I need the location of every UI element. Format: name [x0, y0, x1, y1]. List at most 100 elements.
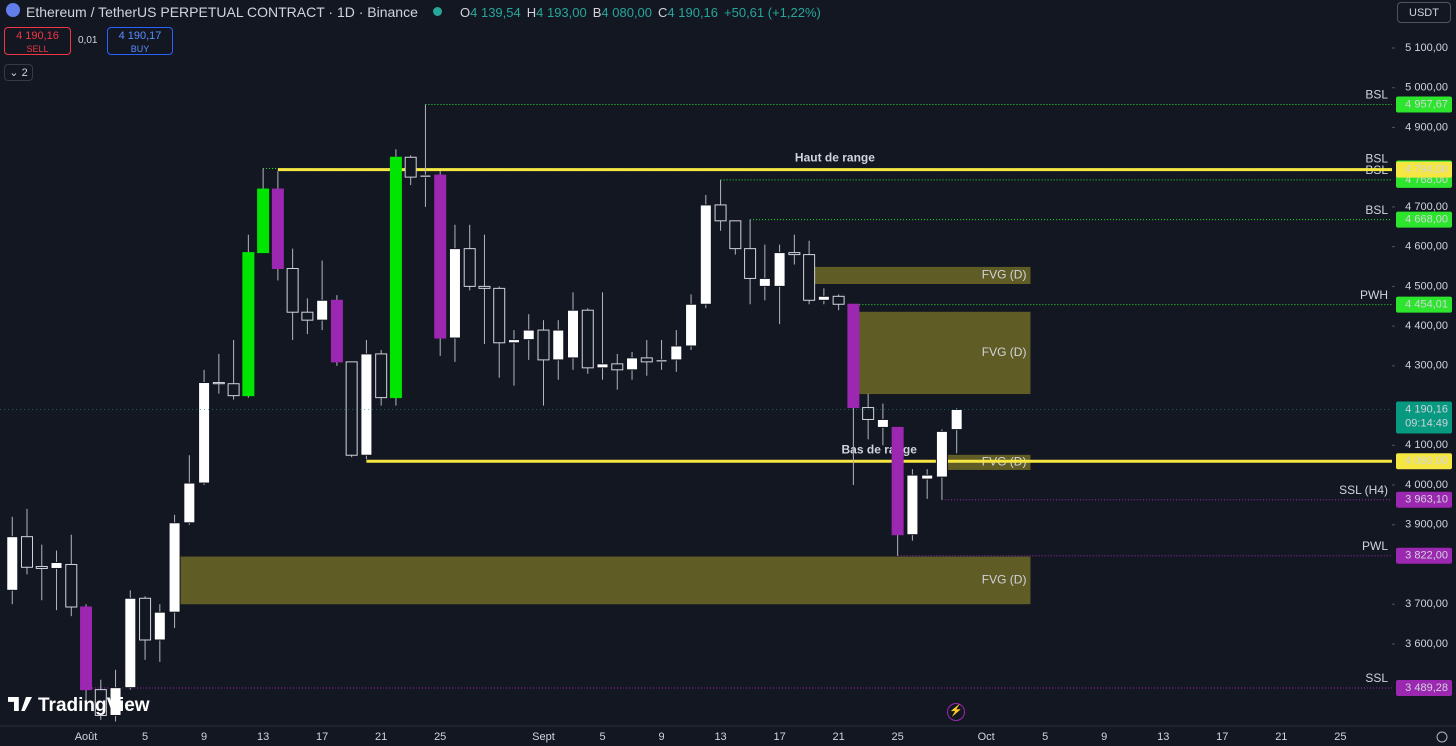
- candle-body: [522, 329, 535, 341]
- candle-body: [670, 345, 683, 361]
- symbol-icon: [6, 3, 20, 17]
- fvg-zone: [803, 266, 1031, 284]
- candle-body: [286, 268, 299, 313]
- x-tick-label: 21: [1275, 731, 1287, 743]
- candle-body: [581, 309, 594, 369]
- candle-body: [921, 474, 934, 480]
- x-tick-label: 17: [1216, 731, 1228, 743]
- candle-body: [463, 248, 476, 287]
- candle-body: [803, 254, 816, 301]
- x-tick-label: 9: [1101, 731, 1107, 743]
- x-tick-label: 9: [658, 731, 664, 743]
- level-label: BSL: [1365, 203, 1388, 217]
- candle-body: [183, 482, 196, 524]
- candle-body: [227, 383, 240, 397]
- price-tag: [1396, 491, 1452, 508]
- current-price-tag: [1396, 401, 1452, 434]
- x-tick-label: 17: [316, 731, 328, 743]
- y-tick-label: 4 000,00: [1405, 479, 1448, 491]
- candle-body: [507, 339, 520, 344]
- alert-icon[interactable]: ⚡: [947, 703, 965, 721]
- fvg-zone: [169, 556, 1031, 605]
- buy-label: BUY: [130, 44, 150, 54]
- y-tick-label: 4 500,00: [1405, 280, 1448, 292]
- y-tick-label: 4 600,00: [1405, 241, 1448, 253]
- range-label: Bas de range: [842, 442, 918, 456]
- x-tick-label: 25: [892, 731, 904, 743]
- candle-body: [832, 295, 845, 305]
- candle-body: [817, 295, 830, 301]
- candle-body: [906, 474, 919, 536]
- candle-body: [94, 689, 107, 716]
- fvg-zone: [848, 311, 1031, 395]
- y-tick-label: 4 100,00: [1405, 439, 1448, 451]
- indicators-toggle[interactable]: ⌄ 2: [4, 64, 33, 81]
- level-label: PWH: [1360, 288, 1388, 302]
- currency-button[interactable]: USDT: [1397, 2, 1451, 23]
- candle-body: [950, 408, 963, 431]
- candle-body: [271, 188, 284, 270]
- chevron: ⌄: [9, 67, 22, 79]
- y-tick-label: 4 900,00: [1405, 121, 1448, 133]
- y-tick-label: 5 100,00: [1405, 42, 1448, 54]
- candle-body: [685, 303, 698, 347]
- candle-body: [935, 430, 948, 478]
- candle-body: [6, 536, 19, 591]
- ohlc-key: H: [526, 5, 537, 20]
- ohlc-key: O: [460, 5, 471, 20]
- candle-body: [124, 597, 137, 689]
- price-tag: [1396, 296, 1452, 313]
- fvg-label: FVG (D): [982, 573, 1027, 587]
- countdown: 09:14:49: [1405, 417, 1448, 429]
- x-tick-label: 25: [434, 731, 446, 743]
- candle-body: [35, 565, 48, 569]
- sell-button[interactable]: 4 190,16 SELL: [4, 27, 71, 55]
- x-tick-label: 5: [599, 731, 605, 743]
- x-tick-label: 9: [201, 731, 207, 743]
- sell-label: SELL: [26, 44, 49, 54]
- price-tag-label: 4 668,00: [1405, 214, 1448, 226]
- candle-body: [389, 156, 402, 399]
- ohlc-value: 4 193,00: [536, 5, 587, 20]
- candle-body: [729, 220, 742, 250]
- x-tick-label: 17: [773, 731, 785, 743]
- candle-body: [773, 252, 786, 287]
- ohlc-key: C: [658, 5, 668, 20]
- level-label: BSL: [1365, 88, 1388, 102]
- candle-body: [493, 287, 506, 344]
- level-label: SSL (H4): [1339, 483, 1388, 497]
- candle-body: [537, 329, 550, 361]
- x-tick-label: 5: [1042, 731, 1048, 743]
- ohlc-value: 4 190,16: [667, 5, 719, 20]
- candle-body: [257, 188, 270, 254]
- price-tag-label: 3 822,00: [1405, 550, 1448, 562]
- ohlc-value: 4 080,00: [601, 5, 653, 20]
- price-tag: [1396, 161, 1452, 178]
- y-tick-label: 3 900,00: [1405, 519, 1448, 531]
- settings-icon: [1436, 731, 1448, 743]
- candle-body: [301, 311, 314, 321]
- price-tag: [1396, 679, 1452, 696]
- candle-body: [876, 418, 889, 428]
- candle-body: [699, 204, 712, 305]
- price-tag-label: 3 489,28: [1405, 682, 1448, 694]
- buy-button[interactable]: 4 190,17 BUY: [107, 27, 173, 55]
- x-tick-label: 13: [714, 731, 726, 743]
- fvg-label: FVG (D): [982, 345, 1027, 359]
- candle-body: [330, 299, 343, 363]
- buy-price: 4 190,17: [118, 30, 162, 42]
- y-tick-label: 4 700,00: [1405, 201, 1448, 213]
- symbol-title[interactable]: Ethereum / TetherUS PERPETUAL CONTRACT ·…: [26, 4, 418, 20]
- y-tick-label: 4 400,00: [1405, 320, 1448, 332]
- candle-body: [596, 363, 609, 369]
- y-tick-label: 3 700,00: [1405, 598, 1448, 610]
- logo-mark: [8, 697, 32, 711]
- candle-body: [552, 329, 565, 361]
- price-tag: [1396, 211, 1452, 228]
- candle-body: [80, 606, 93, 691]
- candle-body: [626, 357, 639, 371]
- candle-body: [109, 687, 122, 716]
- logo-text: TradingView: [38, 695, 150, 716]
- x-tick-label: Août: [75, 731, 98, 743]
